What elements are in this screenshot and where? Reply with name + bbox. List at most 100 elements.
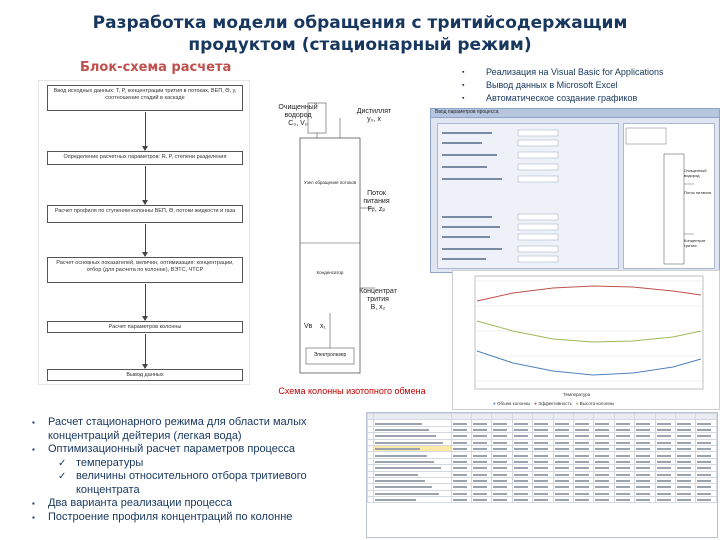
- flow-step-input: Ввод исходных данных: T, P, концентрации…: [47, 85, 243, 111]
- bullet-temperature: температуры: [32, 457, 362, 471]
- sheet-cell: [367, 470, 375, 478]
- sheet-cell: [367, 432, 375, 440]
- bullet-excel: Вывод данных в Microsoft Excel: [462, 79, 717, 92]
- dialog-fields: [442, 129, 559, 263]
- dialog-label-feed: Поток питания: [684, 190, 711, 195]
- sheet-cell: [593, 496, 615, 504]
- column-caption: Схема колонны изотопного обмена: [278, 386, 426, 396]
- sheet-cell: [695, 489, 717, 498]
- plot-xlabel: Температура: [563, 392, 591, 397]
- sheet-row: [367, 432, 717, 440]
- sheet-cell: [613, 496, 636, 504]
- label-feed-h2: Очищенный водород C₀, V₀: [278, 104, 318, 127]
- sheet-cell: [695, 451, 717, 459]
- temperature-plot: [474, 275, 704, 390]
- label-upper-unit: Узел обращения потоков: [303, 180, 357, 185]
- column-schema: Очищенный водород C₀, V₀ Дистиллят y₀, x У…: [270, 98, 415, 383]
- sheet-cell: [695, 464, 717, 472]
- dialog-mini-schema: Очищенный водород Поток питания Концентр…: [623, 123, 715, 269]
- sheet-row: [367, 444, 717, 453]
- sheet-cell: [675, 419, 697, 427]
- dialog-form: [437, 123, 619, 269]
- label-tritium-flow: Поток питания Fₚ, zₚ: [363, 190, 390, 213]
- flowchart-subtitle: Блок-схема расчета: [80, 60, 232, 75]
- column-diagram: [299, 102, 375, 374]
- flow-arrow: [142, 284, 148, 321]
- sheet-cell: [634, 496, 656, 504]
- sheet-cell: [367, 483, 375, 491]
- sheet-row: [367, 425, 717, 434]
- sheet-cell: [367, 425, 375, 434]
- sheet-cell: [675, 464, 697, 472]
- sheet-cell: [491, 496, 513, 504]
- sheet-cell: [695, 483, 717, 491]
- flow-arrow: [142, 166, 148, 205]
- dialog-label-h2: Очищенный водород: [684, 168, 707, 178]
- sheet-cell: [675, 483, 697, 491]
- sheet-row: [367, 438, 717, 446]
- sheet-row: [367, 457, 717, 466]
- sheet-cell: [675, 489, 697, 498]
- sheet-cell: [450, 496, 472, 504]
- sheet-cell: [367, 419, 375, 427]
- sheet-cell: [695, 413, 717, 421]
- sheet-cell: [367, 489, 375, 498]
- sheet-row: [367, 464, 717, 472]
- label-bottom-x: x₁: [320, 323, 326, 330]
- dialog-title: Ввод параметров процесса: [431, 109, 719, 118]
- sheet-cell: [695, 457, 717, 466]
- sheet-cell: [675, 451, 697, 459]
- sheet-cell: [373, 496, 452, 504]
- sheet-cell: [675, 438, 697, 446]
- sheet-row: [367, 419, 717, 427]
- bullet-relative-draw: величины относительного отбора тритиевог…: [32, 470, 362, 497]
- sheet-cell: [695, 438, 717, 446]
- sheet-row: [367, 470, 717, 478]
- sheet-cell: [695, 432, 717, 440]
- sheet-cell: [470, 496, 493, 504]
- method-bullets: Расчет стационарного режима для области …: [32, 416, 362, 524]
- bullet-two-variants: Два варианта реализации процесса: [32, 497, 362, 511]
- slide-title: Разработка модели обращения с тритийсоде…: [92, 13, 628, 55]
- sheet-cell: [367, 476, 375, 485]
- sheet-row: [367, 451, 717, 459]
- sheet-cell: [675, 470, 697, 478]
- flow-step-column: Расчет параметров колонны: [47, 321, 243, 333]
- dialog-label-concentrate: Концентрат трития: [684, 238, 706, 248]
- sheet-cell: [675, 413, 697, 421]
- sheet-cell: [373, 464, 452, 472]
- flow-step-output: Вывод данных: [47, 369, 243, 381]
- sheet-row: [367, 483, 717, 491]
- sheet-cell: [511, 496, 534, 504]
- vba-dialog-screenshot: Ввод параметров процесса: [430, 108, 720, 273]
- flow-arrow: [142, 112, 148, 151]
- flowchart: Ввод исходных данных: T, P, концентрации…: [38, 80, 250, 385]
- flow-step-profile: Расчет профиля по ступеням колонны ВЕП, …: [47, 205, 243, 223]
- sheet-cell: [695, 444, 717, 453]
- flow-step-optimization: Расчет основных показателей, величин, оп…: [47, 257, 243, 283]
- implementation-bullets: Реализация на Visual Basic for Applicati…: [462, 66, 717, 105]
- bullet-profile: Построение профиля концентраций по колон…: [32, 511, 362, 525]
- sheet-cell: [367, 464, 375, 472]
- sheet-cell: [675, 425, 697, 434]
- sheet-cell: [552, 496, 574, 504]
- sheet-cell: [572, 496, 595, 504]
- label-electrolyzer: Электролизер: [313, 352, 347, 358]
- sheet-cell: [675, 432, 697, 440]
- label-distillate: Дистиллят y₀, x: [356, 108, 392, 123]
- temperature-plot-screenshot: Температура ● Объем колонны ● Эффективно…: [452, 270, 720, 410]
- sheet-cell: [367, 444, 375, 453]
- bullet-charts: Автоматическое создание графиков: [462, 92, 717, 105]
- sheet-cell: [367, 451, 375, 459]
- sheet-cell: [367, 496, 375, 504]
- flow-arrow: [142, 224, 148, 257]
- sheet-cell: [695, 470, 717, 478]
- bullet-optimization: Оптимизационный расчет параметров процес…: [32, 443, 362, 457]
- plot-legend: ● Объем колонны ● Эффективность ● Высота…: [493, 401, 615, 406]
- sheet-cell: [654, 496, 677, 504]
- sheet-cell: [373, 438, 452, 446]
- sheet-cell: [695, 425, 717, 434]
- sheet-cell: [695, 476, 717, 485]
- sheet-row: [367, 413, 717, 421]
- sheet-cell: [367, 457, 375, 466]
